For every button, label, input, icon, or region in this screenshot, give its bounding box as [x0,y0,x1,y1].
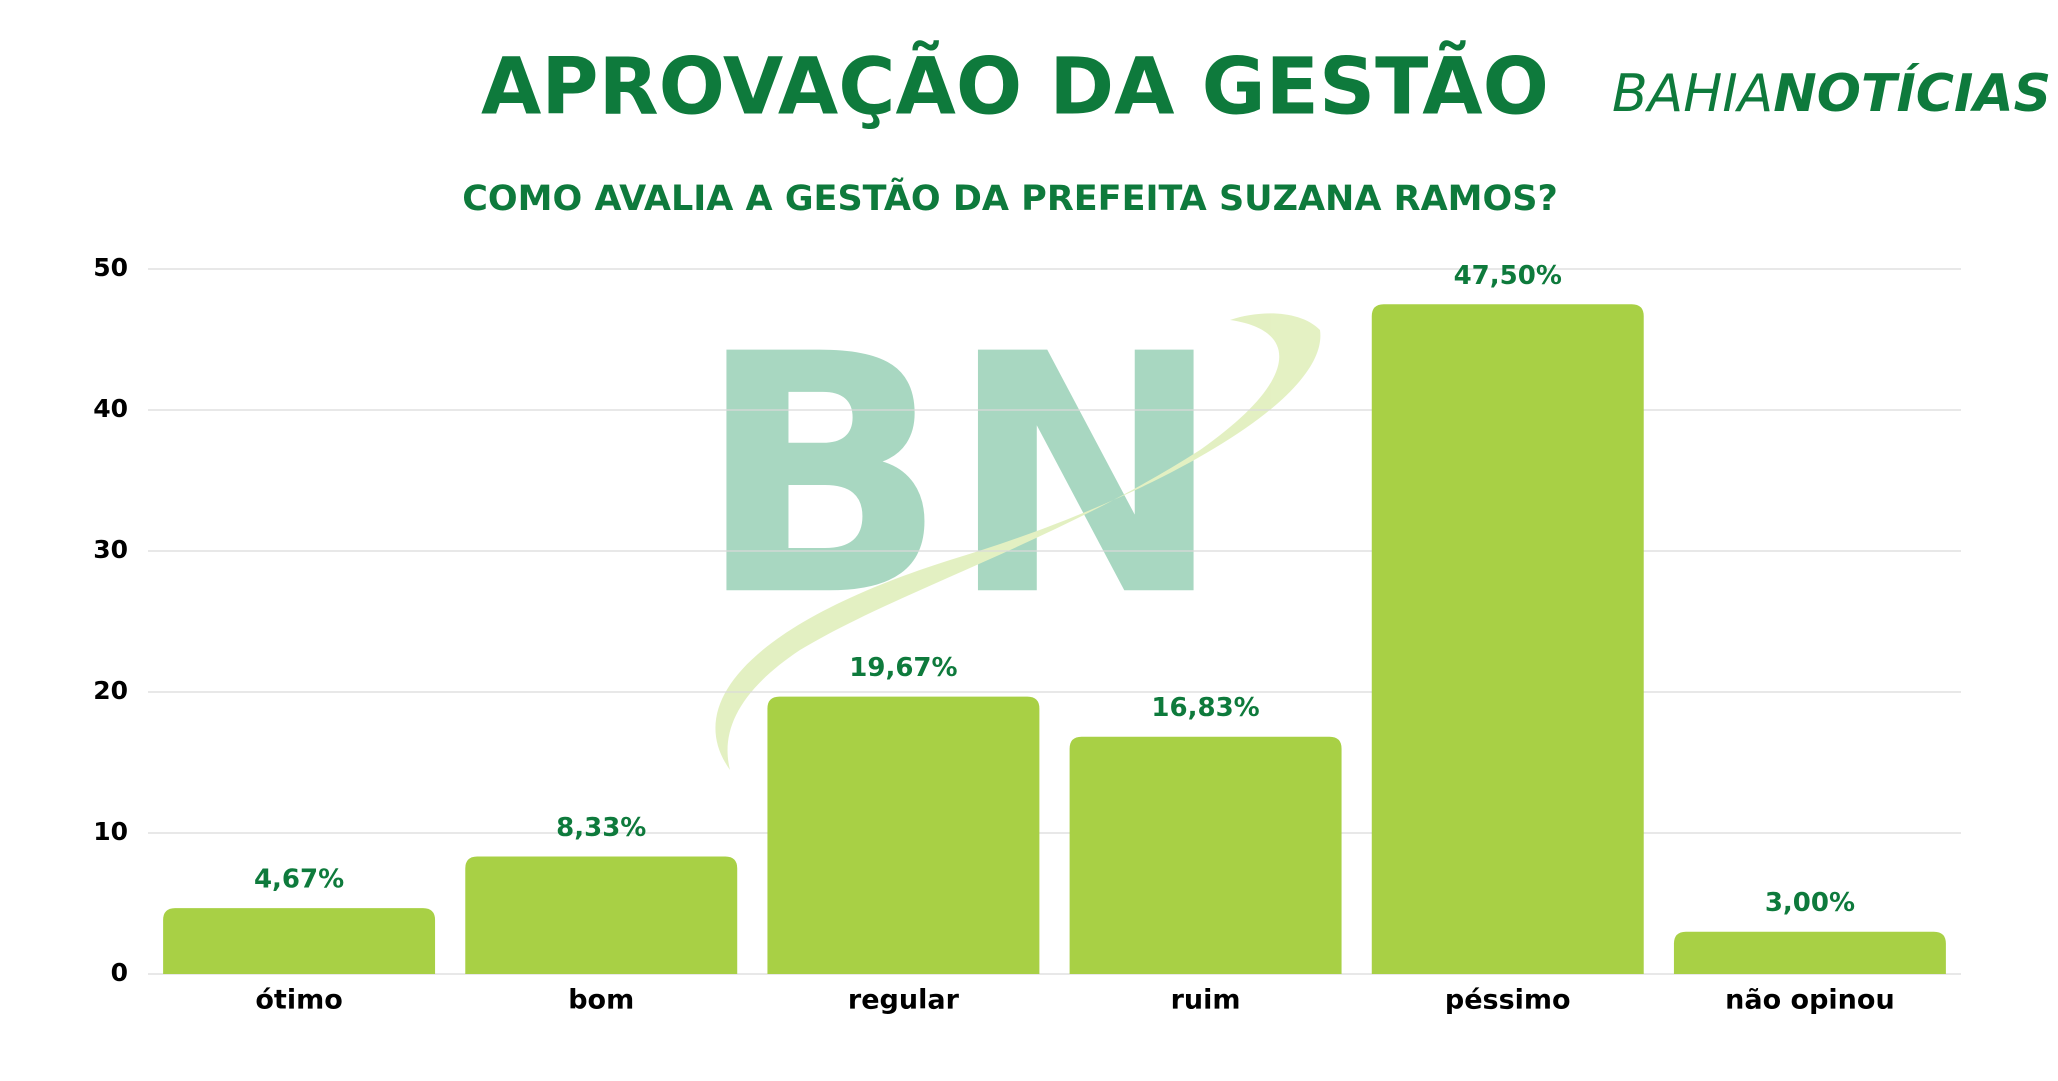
value-label: 19,67% [849,653,957,683]
bar [465,856,738,974]
x-tick-label: ótimo [255,985,342,1016]
x-tick-label: bom [568,985,634,1016]
bar [1371,304,1644,974]
watermark: BN [696,284,1321,770]
x-tick-label: regular [848,985,960,1016]
brand-logo: BAHIANOTÍCIAS [1612,63,2051,124]
x-tick-label: péssimo [1445,985,1571,1016]
y-tick-label: 0 [111,958,128,987]
value-label: 47,50% [1454,261,1562,291]
brand-light: BAHIA [1612,64,1773,124]
x-tick-label: ruim [1171,985,1241,1016]
y-tick-label: 40 [93,394,128,423]
watermark-swoosh [715,313,1321,770]
y-tick-label: 50 [93,253,128,282]
bar [767,696,1040,974]
value-label: 4,67% [254,865,344,895]
value-label: 16,83% [1151,693,1259,723]
y-tick-label: 20 [93,676,128,705]
y-tick-label: 10 [93,817,128,846]
y-tick-label: 30 [93,535,128,564]
chart-subtitle: COMO AVALIA A GESTÃO DA PREFEITA SUZANA … [462,177,1558,219]
bar [1673,931,1946,974]
chart-title: APROVAÇÃO DA GESTÃO [481,40,1549,132]
value-label: 8,33% [556,813,646,843]
value-label: 3,00% [1765,888,1855,918]
watermark-text: BN [696,284,1224,668]
bar [163,908,436,974]
x-tick-label: não opinou [1725,985,1895,1016]
bar [1069,736,1342,974]
brand-bold: NOTÍCIAS [1773,63,2051,124]
